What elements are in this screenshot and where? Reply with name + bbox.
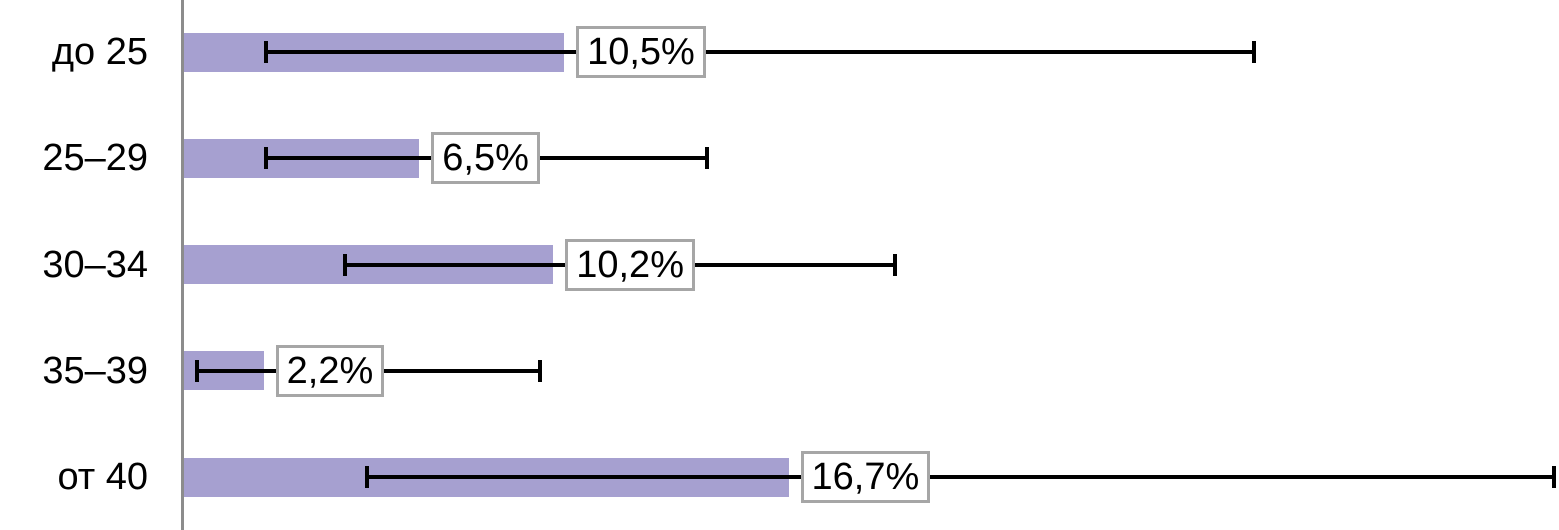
category-label: до 25 — [51, 31, 148, 73]
value-label: 2,2% — [286, 349, 374, 392]
y-axis-line — [181, 0, 184, 530]
category-label: 35–39 — [42, 349, 148, 392]
error-bar-left-cap — [263, 41, 268, 63]
value-label: 16,7% — [811, 456, 920, 498]
value-label-box: 2,2% — [275, 344, 385, 397]
category-label: 30–34 — [42, 243, 148, 286]
error-bar-left-cap — [365, 466, 369, 488]
error-bar-line — [365, 475, 1556, 479]
error-bar-left-cap — [263, 147, 268, 170]
error-bar-line — [263, 50, 1256, 54]
error-bar-right-cap — [538, 359, 543, 382]
value-label-box: 16,7% — [800, 451, 931, 503]
value-label: 10,2% — [576, 243, 684, 286]
value-label-box: 6,5% — [431, 132, 540, 185]
category-label: от 40 — [57, 456, 148, 498]
value-label-box: 10,2% — [565, 238, 695, 291]
error-bar-left-cap — [194, 359, 199, 382]
error-bar-right-cap — [893, 253, 898, 276]
value-label-box: 10,5% — [576, 26, 706, 78]
category-label: 25–29 — [42, 137, 148, 180]
error-bar-right-cap — [1551, 466, 1556, 488]
error-bar-right-cap — [1251, 41, 1256, 63]
error-bar-right-cap — [704, 147, 709, 170]
value-label: 10,5% — [587, 31, 695, 73]
error-bar-left-cap — [343, 253, 348, 276]
value-label: 6,5% — [442, 137, 529, 180]
